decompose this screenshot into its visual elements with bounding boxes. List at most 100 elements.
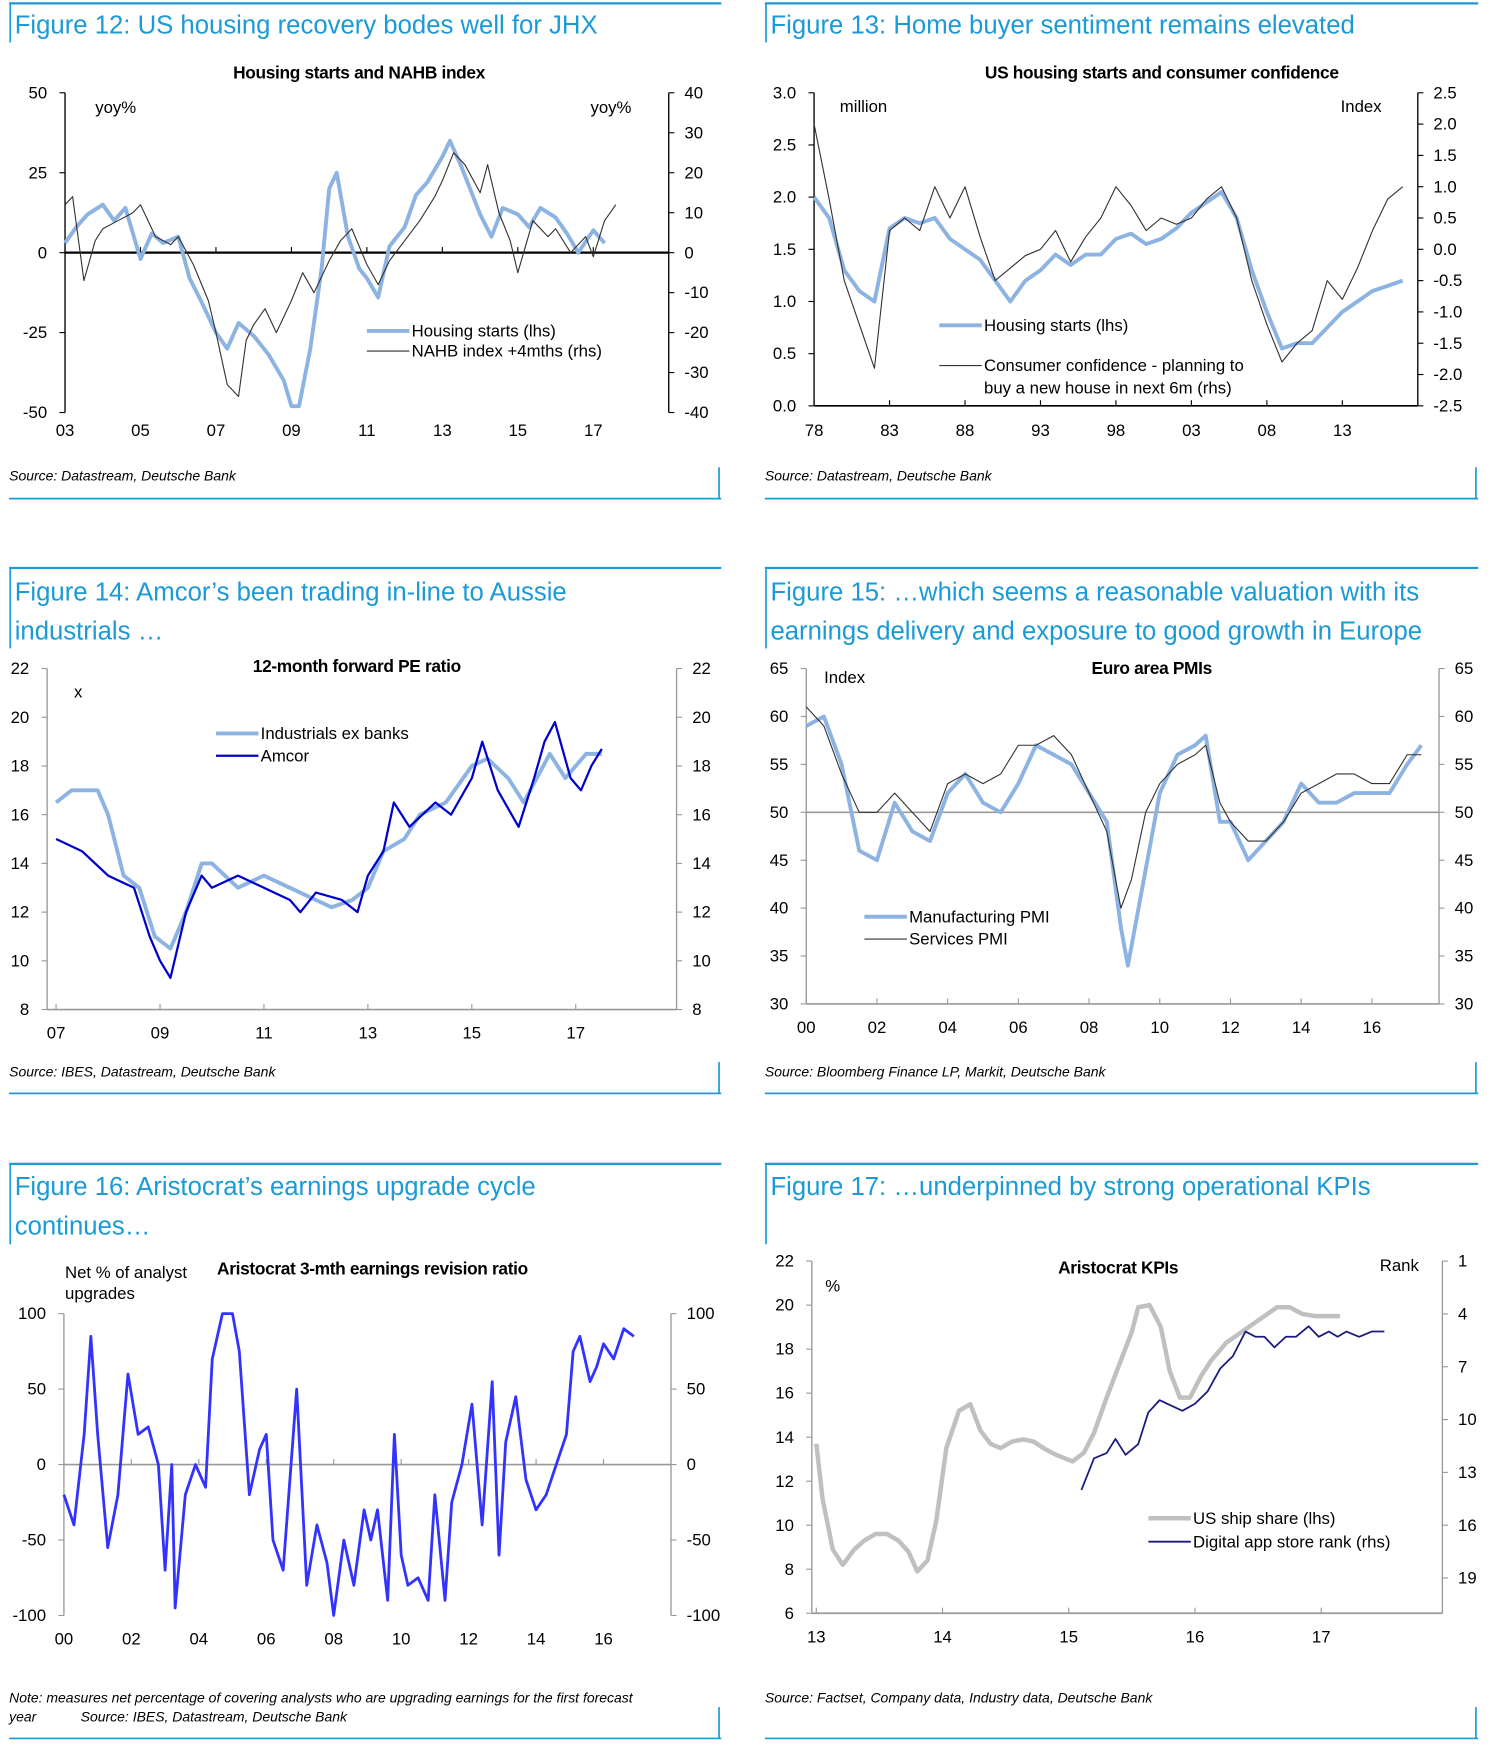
left-tick-label: 50 — [27, 1380, 46, 1399]
right-axis-unit: yoy% — [590, 98, 631, 117]
right-tick-label: 20 — [684, 163, 703, 182]
right-tick-label: 45 — [1455, 851, 1474, 870]
right-tick-label: 19 — [1458, 1569, 1477, 1588]
series-line-industrials-ex-banks — [54, 751, 602, 951]
figure-source: Source: Factset, Company data, Industry … — [765, 1690, 1153, 1706]
x-tick-label: 06 — [1009, 1018, 1028, 1037]
left-tick-label: 0.5 — [773, 344, 796, 363]
x-tick-label: 17 — [566, 1024, 585, 1043]
x-tick-label: 12 — [1221, 1018, 1240, 1037]
left-tick-label: 12 — [775, 1472, 794, 1491]
series-line-consumer-confidence-planning-to-buy-a-new-house-in-next-6m-rhs — [813, 123, 1404, 369]
right-tick-label: -30 — [684, 363, 708, 382]
figure-title: Figure 15: …which seems a reasonable val… — [770, 578, 1419, 606]
series-line-nahb-index-4mths-rhs — [64, 152, 617, 398]
right-tick-label: 40 — [1455, 899, 1474, 918]
right-tick-label: -1.0 — [1433, 303, 1462, 322]
legend-label-line: buy a new house in next 6m (rhs) — [984, 379, 1232, 398]
right-tick-label: 10 — [692, 951, 711, 970]
right-tick-label: 16 — [692, 805, 711, 824]
left-tick-label: -50 — [23, 403, 47, 422]
right-tick-label: 1.0 — [1433, 177, 1456, 196]
left-tick-label: 8 — [20, 1000, 29, 1019]
left-tick-label: 10 — [11, 951, 30, 970]
right-tick-label: -50 — [687, 1531, 711, 1550]
figure-source: Source: IBES, Datastream, Deutsche Bank — [9, 1064, 276, 1080]
chart-title: Aristocrat KPIs — [1058, 1257, 1178, 1277]
left-tick-label: 55 — [770, 755, 789, 774]
chart-title: Aristocrat 3-mth earnings revision ratio — [217, 1259, 528, 1279]
right-tick-label: 18 — [692, 757, 711, 776]
x-tick-label: 07 — [47, 1024, 66, 1043]
right-tick-label: 13 — [1458, 1463, 1477, 1482]
legend-label: NAHB index +4mths (rhs) — [412, 342, 602, 361]
chart-title: 12-month forward PE ratio — [253, 656, 461, 676]
x-tick-label: 13 — [433, 421, 452, 440]
left-axis-unit: x — [74, 683, 83, 702]
x-tick-label: 04 — [189, 1630, 208, 1649]
x-tick-label: 03 — [56, 421, 75, 440]
right-tick-label: 16 — [1458, 1516, 1477, 1535]
x-tick-label: 10 — [392, 1630, 411, 1649]
legend-label: US ship share (lhs) — [1193, 1509, 1335, 1528]
x-tick-label: 88 — [956, 421, 975, 440]
left-tick-label: 50 — [770, 803, 789, 822]
left-tick-label: 25 — [29, 163, 48, 182]
legend-label: Amcor — [261, 746, 310, 765]
right-tick-label: 1 — [1458, 1252, 1467, 1271]
x-tick-label: 17 — [1312, 1627, 1331, 1646]
x-tick-label: 05 — [131, 421, 150, 440]
figure-source: Source: Datastream, Deutsche Bank — [765, 468, 993, 484]
right-tick-label: -1.5 — [1433, 334, 1462, 353]
left-tick-label: 65 — [770, 659, 789, 678]
x-tick-label: 00 — [55, 1630, 74, 1649]
x-tick-label: 14 — [1292, 1018, 1311, 1037]
left-tick-label: 14 — [775, 1428, 794, 1447]
left-tick-label: 14 — [11, 854, 30, 873]
chart-title: US housing starts and consumer confidenc… — [985, 62, 1339, 82]
right-tick-label: 10 — [1458, 1410, 1477, 1429]
left-tick-label: 18 — [775, 1340, 794, 1359]
chart-16: Aristocrat 3-mth earnings revision ratio… — [12, 1259, 720, 1649]
x-tick-label: 16 — [1186, 1627, 1205, 1646]
left-tick-label: 22 — [775, 1252, 794, 1271]
left-tick-label: 6 — [785, 1604, 794, 1623]
right-tick-label: 0 — [687, 1455, 696, 1474]
x-tick-label: 09 — [282, 421, 301, 440]
left-axis-unit: million — [840, 97, 887, 116]
x-tick-label: 13 — [807, 1627, 826, 1646]
legend-label: Industrials ex banks — [261, 724, 409, 743]
chart-title: Housing starts and NAHB index — [233, 62, 486, 82]
x-tick-label: 04 — [938, 1018, 957, 1037]
right-tick-label: 40 — [684, 83, 703, 102]
left-tick-label: 40 — [770, 899, 789, 918]
right-tick-label: -40 — [684, 403, 708, 422]
x-tick-label: 06 — [257, 1630, 276, 1649]
figure-panel-17: Figure 17: …underpinned by strong operat… — [765, 1162, 1479, 1740]
right-tick-label: 4 — [1458, 1305, 1467, 1324]
x-tick-label: 10 — [1150, 1018, 1169, 1037]
left-tick-label: 1.0 — [773, 292, 796, 311]
right-tick-label: 30 — [684, 123, 703, 142]
series-line-manufacturing-pmi — [805, 714, 1423, 968]
figure-title: continues… — [15, 1212, 151, 1240]
figure-source: Source: Datastream, Deutsche Bank — [9, 468, 237, 484]
right-tick-label: -20 — [684, 323, 708, 342]
x-tick-label: 98 — [1107, 421, 1126, 440]
x-tick-label: 15 — [1059, 1627, 1078, 1646]
left-tick-label: 8 — [785, 1560, 794, 1579]
left-tick-label: 0 — [37, 1455, 46, 1474]
right-tick-label: 60 — [1455, 707, 1474, 726]
left-axis-unit: Index — [824, 668, 866, 687]
figure-title: Figure 13: Home buyer sentiment remains … — [770, 12, 1354, 40]
right-tick-label: -2.0 — [1433, 365, 1462, 384]
left-tick-label: 22 — [11, 659, 30, 678]
right-tick-label: 2.0 — [1433, 115, 1456, 134]
figure-title: Figure 17: …underpinned by strong operat… — [770, 1173, 1370, 1201]
right-tick-label: 100 — [687, 1304, 715, 1323]
right-tick-label: 30 — [1455, 995, 1474, 1014]
x-tick-label: 14 — [933, 1627, 952, 1646]
x-tick-label: 78 — [805, 421, 824, 440]
x-tick-label: 16 — [594, 1630, 613, 1649]
legend-label: Manufacturing PMI — [909, 907, 1050, 926]
